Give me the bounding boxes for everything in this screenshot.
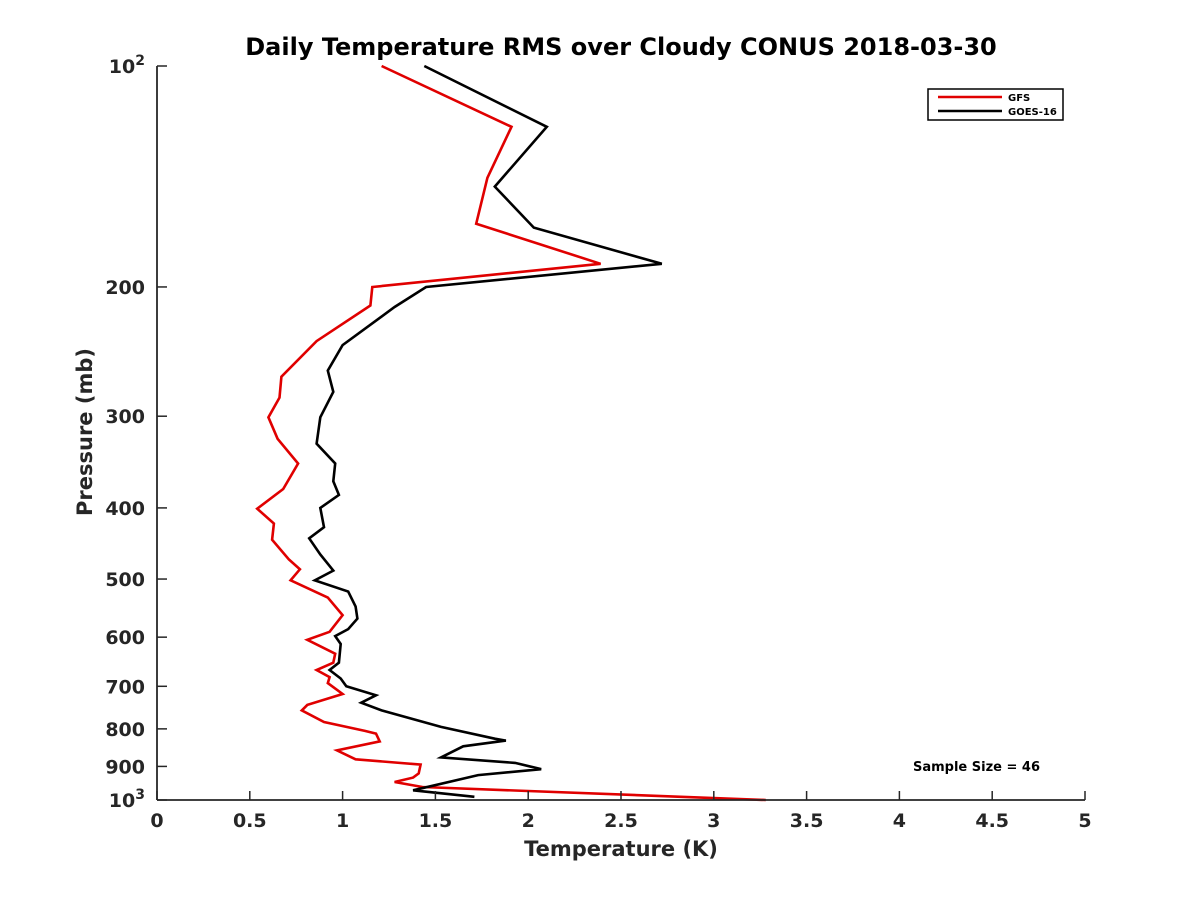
x-tick-label: 0 xyxy=(150,810,163,832)
x-tick-label: 5 xyxy=(1078,810,1091,832)
x-tick-label: 3.5 xyxy=(790,810,824,832)
series-layer xyxy=(255,64,766,802)
series-line-gfs xyxy=(255,64,766,802)
x-tick-label: 4.5 xyxy=(975,810,1009,832)
y-ticks: 102 200 300 400 500 600 700 800 900 103 xyxy=(105,53,167,812)
y-tick-label: 400 xyxy=(105,498,145,520)
legend-box xyxy=(927,88,1064,121)
legend-label-gfs: GFS xyxy=(1008,93,1030,104)
x-tick-label: 1.5 xyxy=(419,810,453,832)
y-tick-label: 102 xyxy=(109,53,145,78)
series-line-goes-16 xyxy=(307,64,663,799)
y-tick-label: 500 xyxy=(105,569,145,591)
x-tick-label: 4 xyxy=(893,810,906,832)
y-tick-label: 300 xyxy=(105,406,145,428)
y-axis-label: Pressure (mb) xyxy=(73,348,97,516)
y-tick-label: 900 xyxy=(105,756,145,778)
x-tick-label: 2.5 xyxy=(604,810,638,832)
x-tick-label: 0.5 xyxy=(233,810,267,832)
x-tick-label: 3 xyxy=(707,810,720,832)
x-tick-label: 1 xyxy=(336,810,349,832)
y-tick-label: 200 xyxy=(105,277,145,299)
chart-title: Daily Temperature RMS over Cloudy CONUS … xyxy=(245,33,997,61)
legend-label-goes-16: GOES-16 xyxy=(1008,107,1057,118)
y-tick-label: 103 xyxy=(109,787,145,812)
y-tick-label: 600 xyxy=(105,627,145,649)
y-tick-label: 700 xyxy=(105,676,145,698)
axes-layer xyxy=(156,66,1085,801)
x-tick-label: 2 xyxy=(522,810,535,832)
legend: GFS GOES-16 xyxy=(927,88,1064,121)
y-tick-label: 800 xyxy=(105,719,145,741)
sample-size-annotation: Sample Size = 46 xyxy=(913,760,1040,775)
x-ticks: 0 0.5 1 1.5 2 2.5 3 3.5 4 4.5 5 xyxy=(150,791,1092,832)
x-axis-label: Temperature (K) xyxy=(524,837,718,861)
